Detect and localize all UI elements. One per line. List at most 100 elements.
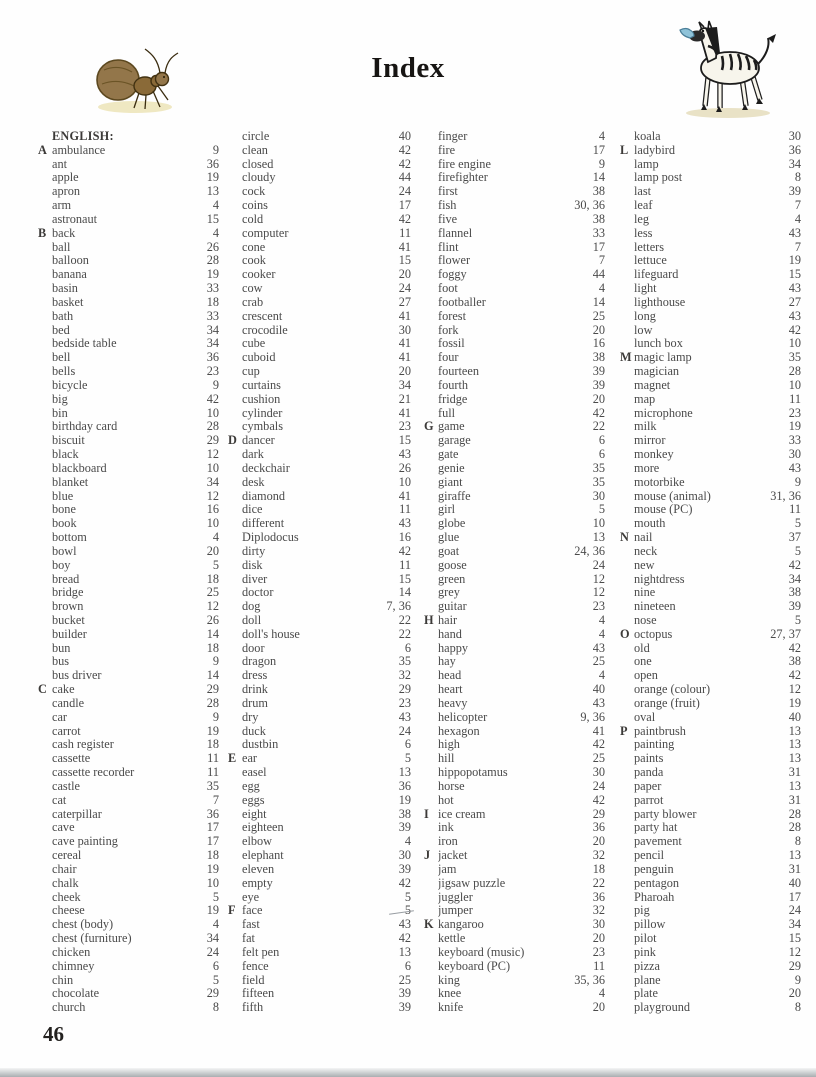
index-entry: doctor 14 — [228, 585, 411, 600]
entry-page-number: 22 — [398, 612, 411, 627]
entry-word: fat — [242, 932, 255, 946]
entry-page-number: 39 — [398, 1000, 411, 1015]
entry-page-number: 32 — [398, 668, 411, 683]
entry-page-number: 43 — [788, 308, 801, 323]
entry-page-number: 42 — [592, 792, 605, 807]
entry-word: cow — [242, 282, 263, 296]
section-letter: O — [620, 626, 630, 641]
entry-word: ambulance — [52, 143, 106, 157]
entry-word: dark — [242, 448, 264, 462]
entry-word: chest (body) — [52, 918, 114, 932]
index-entry: dry 43 — [228, 710, 411, 725]
index-entry: forest 25 — [424, 309, 605, 324]
entry-page-number: 13 — [788, 751, 801, 766]
entry-word: desk — [242, 475, 265, 489]
entry-word: heavy — [438, 696, 468, 710]
entry-word: motorbike — [634, 475, 685, 489]
index-entry: foggy 44 — [424, 267, 605, 282]
entry-page-number: 28 — [788, 820, 801, 835]
entry-page-number: 43 — [398, 447, 411, 462]
entry-word: fourteen — [438, 365, 479, 379]
entry-page-number: 20 — [206, 543, 219, 558]
index-entry: giant 35 — [424, 475, 605, 490]
entry-word: chest (furniture) — [52, 932, 132, 946]
entry-word: ear — [242, 752, 258, 766]
entry-word: chin — [52, 973, 74, 987]
entry-page-number: 41 — [398, 308, 411, 323]
index-entry: goat 24, 36 — [424, 544, 605, 559]
index-entry: last 39 — [620, 184, 801, 199]
index-entry: caterpillar 36 — [38, 807, 219, 822]
index-entry: bed 34 — [38, 323, 219, 338]
entry-word: hay — [438, 655, 456, 669]
entry-word: ant — [52, 157, 68, 171]
index-entry: pentagon 40 — [620, 876, 801, 891]
entry-page-number: 34 — [206, 474, 219, 489]
entry-page-number: 18 — [592, 861, 605, 876]
entry-page-number: 4 — [212, 225, 219, 240]
index-entry: keyboard (PC) 11 — [424, 959, 605, 974]
entry-word: leg — [634, 212, 650, 226]
entry-word: less — [634, 226, 653, 240]
entry-word: ink — [438, 821, 454, 835]
index-entry: knee 4 — [424, 987, 605, 1001]
entry-word: jacket — [438, 849, 468, 863]
index-entry: bone 16 — [38, 503, 219, 517]
entry-page-number: 24 — [592, 778, 605, 793]
entry-page-number: 22 — [592, 419, 605, 434]
entry-word: lunch box — [634, 337, 683, 351]
entry-page-number: 30 — [398, 322, 411, 337]
entry-word: Pharoah — [634, 890, 675, 904]
entry-word: computer — [242, 226, 289, 240]
entry-word: jumper — [438, 904, 473, 918]
index-entry: giraffe 30 — [424, 489, 605, 504]
entry-word: cymbals — [242, 420, 283, 434]
index-entry: party blower 28 — [620, 807, 801, 822]
entry-word: octopus — [634, 627, 673, 641]
index-entry: elbow 4 — [228, 834, 411, 849]
index-column-3: finger 4 fire 17 fire engine 9 firefighter 14 fi… — [424, 129, 605, 1015]
entry-page-number: 26 — [206, 612, 219, 627]
index-entry: bridge 25 — [38, 585, 219, 600]
entry-page-number: 5 — [212, 889, 219, 904]
index-entry: cash register 18 — [38, 738, 219, 752]
entry-page-number: 8 — [794, 170, 801, 185]
entry-page-number: 35 — [398, 654, 411, 669]
index-entry: blue 12 — [38, 489, 219, 504]
entry-page-number: 31 — [788, 765, 801, 780]
entry-word: diver — [242, 572, 268, 586]
index-entry: computer 11 — [228, 226, 411, 241]
entry-word: dry — [242, 710, 259, 724]
entry-page-number: 19 — [206, 170, 219, 185]
entry-page-number: 23 — [398, 419, 411, 434]
entry-word: dress — [242, 669, 268, 683]
entry-word: cook — [242, 254, 266, 268]
entry-page-number: 24 — [398, 281, 411, 296]
index-entry: cloudy 44 — [228, 171, 411, 185]
entry-word: bread — [52, 572, 80, 586]
entry-page-number: 34 — [788, 917, 801, 932]
entry-page-number: 19 — [788, 419, 801, 434]
entry-page-number: 13 — [788, 778, 801, 793]
entry-word: boy — [52, 558, 71, 572]
entry-word: blanket — [52, 475, 89, 489]
entry-page-number: 4 — [598, 986, 605, 1001]
entry-word: nightdress — [634, 572, 685, 586]
index-entry: apron 13 — [38, 184, 219, 199]
entry-page-number: 13 — [206, 184, 219, 199]
index-entry: heavy 43 — [424, 696, 605, 711]
entry-word: drum — [242, 696, 268, 710]
entry-page-number: 9 — [212, 377, 219, 392]
entry-word: pencil — [634, 849, 665, 863]
entry-word: king — [438, 973, 460, 987]
entry-word: chicken — [52, 945, 91, 959]
index-entry: bedside table 34 — [38, 337, 219, 351]
section-letter: L — [620, 142, 629, 157]
